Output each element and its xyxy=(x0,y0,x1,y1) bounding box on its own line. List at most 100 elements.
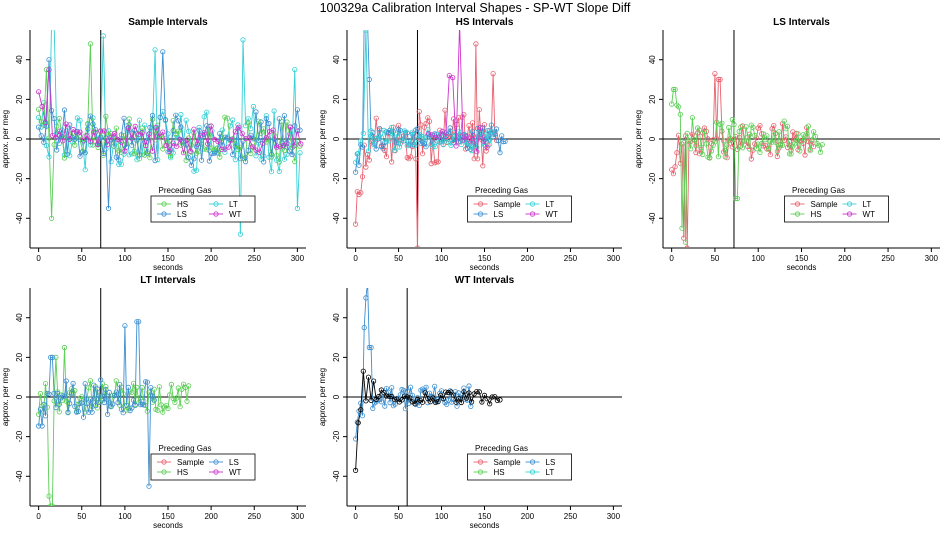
data-point-lt xyxy=(407,140,413,146)
x-tick-label: 50 xyxy=(77,512,86,521)
data-point-hs xyxy=(86,385,92,391)
data-point-ls xyxy=(222,134,228,140)
data-point-ls xyxy=(217,131,223,137)
data-point-lt xyxy=(297,150,303,156)
data-point-lt xyxy=(484,130,490,136)
data-point-wt xyxy=(205,141,211,147)
data-point-ls xyxy=(90,121,96,127)
y-tick-label: 40 xyxy=(332,313,341,322)
panel-title: LS Intervals xyxy=(773,17,830,28)
x-tick-label: 200 xyxy=(521,512,535,521)
data-point-hs xyxy=(274,152,280,158)
data-point-ls xyxy=(354,419,360,425)
data-point-hs xyxy=(103,384,109,390)
x-tick-label: 250 xyxy=(248,512,262,521)
data-point-ls xyxy=(141,402,147,408)
data-point-ls xyxy=(359,413,366,419)
x-tick-label: 50 xyxy=(77,254,86,263)
data-point-ls xyxy=(43,123,50,129)
data-point-lt xyxy=(370,141,377,148)
data-point-ls xyxy=(51,390,57,396)
data-point-sample xyxy=(759,131,765,137)
data-point-lt xyxy=(373,135,379,141)
data-point-wt xyxy=(249,144,256,150)
data-point-zero xyxy=(466,390,472,396)
data-point-zero xyxy=(453,399,459,405)
data-point-hs xyxy=(103,113,109,120)
data-point-ls xyxy=(230,152,236,158)
data-point-lt xyxy=(118,161,125,167)
legend-marker-wt xyxy=(213,211,219,217)
data-point-wt xyxy=(111,130,118,137)
data-point-ls xyxy=(117,381,123,388)
data-point-lt xyxy=(134,157,140,163)
legend-label-ls: LS xyxy=(177,210,187,219)
data-point-lt xyxy=(82,167,88,173)
data-point-ls xyxy=(274,143,280,149)
data-point-lt xyxy=(389,124,395,130)
data-point-ls xyxy=(113,389,119,395)
data-point-ls xyxy=(77,153,83,159)
series-group xyxy=(669,71,825,248)
data-point-hs xyxy=(779,142,786,148)
data-point-lt xyxy=(250,103,256,110)
data-point-ls xyxy=(297,127,303,133)
data-point-sample xyxy=(437,127,443,133)
y-tick-label: 0 xyxy=(332,394,341,399)
data-point-lt xyxy=(409,129,415,135)
data-point-ls xyxy=(103,386,109,393)
data-point-zero xyxy=(365,374,372,380)
data-point-wt xyxy=(108,134,114,140)
data-point-hs xyxy=(155,407,161,413)
data-point-lt xyxy=(378,134,384,140)
data-point-sample xyxy=(734,146,741,152)
data-point-hs xyxy=(681,140,687,146)
data-point-wt xyxy=(149,148,156,154)
y-tick-label: -20 xyxy=(332,172,341,184)
x-axis-label: seconds xyxy=(153,263,183,272)
data-point-hs xyxy=(759,140,765,147)
data-point-wt xyxy=(105,141,111,147)
data-point-hs xyxy=(281,147,287,153)
x-tick-label: 100 xyxy=(435,254,449,263)
data-point-ls xyxy=(423,144,429,150)
data-point-zero xyxy=(412,401,418,407)
data-point-wt xyxy=(480,138,487,144)
data-point-sample xyxy=(433,159,439,165)
data-point-wt xyxy=(132,123,138,130)
data-point-lt xyxy=(368,128,374,134)
data-point-sample xyxy=(677,160,683,166)
data-point-lt xyxy=(35,114,42,121)
data-point-wt xyxy=(467,138,473,144)
data-point-hs xyxy=(719,120,725,126)
data-point-ls xyxy=(377,126,383,132)
x-tick-label: 250 xyxy=(564,512,578,521)
data-point-hs xyxy=(707,155,713,161)
y-tick-label: -40 xyxy=(15,212,24,224)
data-point-hs xyxy=(266,136,272,142)
legend-marker-lt xyxy=(529,469,536,475)
legend-marker-ls xyxy=(477,211,484,217)
data-point-lt xyxy=(126,152,132,158)
data-point-lt xyxy=(165,131,171,137)
legend-label-sample: Sample xyxy=(494,458,522,467)
legend-box xyxy=(150,195,256,223)
data-point-hs xyxy=(258,130,264,136)
data-point-ls xyxy=(502,138,508,144)
data-point-hs xyxy=(804,131,810,137)
data-point-ls xyxy=(100,150,106,157)
data-point-lt xyxy=(365,148,372,154)
data-point-lt xyxy=(383,138,390,144)
data-point-wt xyxy=(425,131,432,137)
data-point-zero xyxy=(414,397,421,403)
data-point-wt xyxy=(191,126,197,132)
data-point-sample xyxy=(419,151,426,157)
data-point-wt xyxy=(236,124,242,130)
data-point-hs xyxy=(113,125,119,131)
data-point-ls xyxy=(136,152,143,158)
data-point-ls xyxy=(38,133,44,139)
data-point-sample xyxy=(471,156,477,162)
series-group xyxy=(35,319,192,506)
data-point-ls xyxy=(253,109,259,115)
x-tick-label: 200 xyxy=(838,254,852,263)
